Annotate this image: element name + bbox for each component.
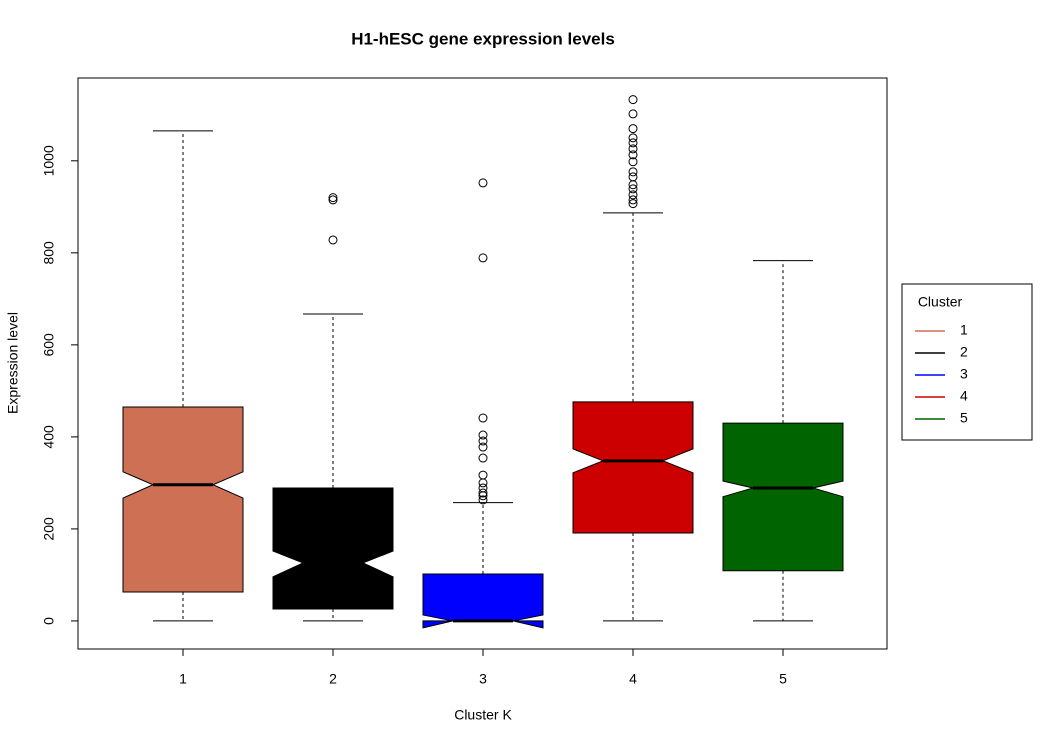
outlier [628,109,638,119]
legend-label: 3 [960,366,968,382]
outlier [628,184,638,194]
outlier [478,453,488,463]
outlier [628,167,638,177]
outlier [628,195,638,205]
outlier [478,430,488,440]
outlier [628,144,638,154]
outlier [478,488,488,498]
y-tick-label: 400 [41,425,57,449]
outlier [628,190,638,200]
outlier [478,442,488,452]
outlier [628,133,638,143]
x-axis-label: Cluster K [454,707,512,723]
legend-label: 2 [960,344,968,360]
box [122,406,244,593]
outlier [478,436,488,446]
x-tick-label: 4 [629,671,637,687]
outlier [478,253,488,263]
y-tick-label: 600 [41,333,57,357]
box [722,422,844,572]
outlier [328,195,338,205]
legend-label: 1 [960,322,968,338]
x-tick-label: 3 [479,671,487,687]
y-tick-label: 200 [41,517,57,541]
legend-title: Cluster [918,294,963,310]
legend-label: 4 [960,388,968,404]
y-tick-label: 0 [41,617,57,625]
outlier [628,157,638,167]
x-tick-label: 1 [179,671,187,687]
box [422,573,544,629]
outlier [328,235,338,245]
outlier [478,178,488,188]
outlier [478,491,488,501]
outlier [628,180,638,190]
legend-box [901,283,1033,441]
y-tick-label: 1000 [41,145,57,176]
box [572,401,694,534]
x-tick-label: 2 [329,671,337,687]
outlier [628,199,638,209]
outlier [628,150,638,160]
outlier [478,478,488,488]
y-axis-label: Expression level [5,312,21,414]
y-tick-label: 800 [41,241,57,265]
outlier [478,413,488,423]
x-tick-label: 5 [779,671,787,687]
outlier [628,95,638,105]
outlier [478,495,488,505]
box [272,487,394,610]
outlier [628,124,638,134]
outlier [628,138,638,148]
chart-title: H1-hESC gene expression levels [351,29,615,48]
legend-label: 5 [960,410,968,426]
outlier [328,193,338,203]
